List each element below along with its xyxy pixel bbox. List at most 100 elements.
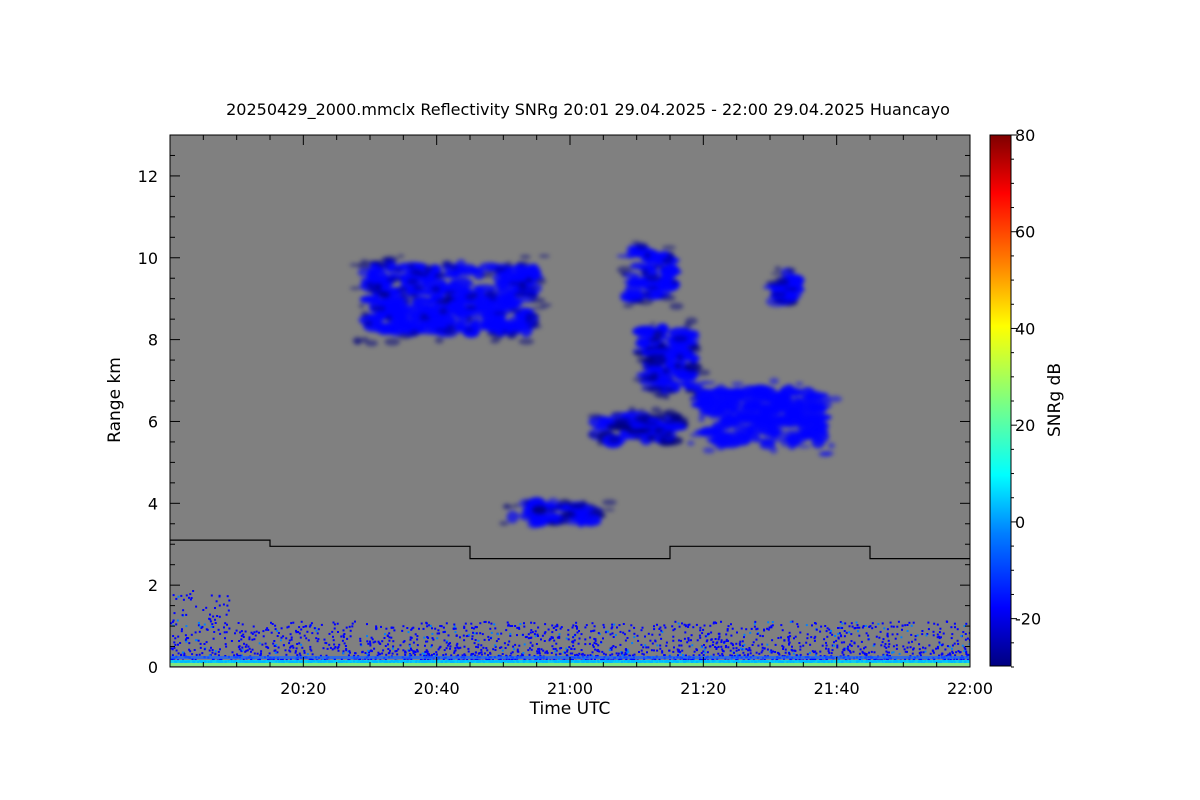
echo-blob <box>769 446 778 454</box>
clutter-pixel <box>477 639 480 642</box>
clutter-pixel <box>253 631 256 634</box>
clutter-pixel <box>950 637 953 640</box>
clutter-pixel <box>924 650 927 653</box>
clutter-pixel <box>187 637 190 640</box>
clutter-pixel <box>835 639 838 642</box>
echo-blob <box>731 415 739 423</box>
clutter-pixel <box>376 654 379 657</box>
clutter-pixel <box>683 658 686 661</box>
clutter-pixel <box>611 626 614 629</box>
clutter-pixel <box>659 647 662 650</box>
clutter-pixel <box>889 621 892 624</box>
echo-blob <box>580 499 587 506</box>
clutter-pixel <box>604 631 607 634</box>
clutter-pixel <box>310 649 313 652</box>
clutter-pixel <box>699 626 702 629</box>
clutter-pixel <box>821 644 824 647</box>
clutter-pixel <box>408 643 411 646</box>
clutter-pixel <box>509 625 512 627</box>
echo-blob <box>719 441 735 446</box>
clutter-pixel <box>412 641 415 644</box>
echo-blob <box>407 278 419 285</box>
clutter-pixel <box>891 633 894 636</box>
clutter-pixel <box>340 635 343 638</box>
clutter-pixel <box>774 643 777 646</box>
clutter-pixel <box>437 629 440 632</box>
clutter-pixel <box>535 643 538 645</box>
clutter-pixel <box>942 632 945 635</box>
clutter-pixel <box>455 634 458 637</box>
clutter-pixel <box>175 623 178 626</box>
clutter-pixel <box>429 625 432 627</box>
clutter-pixel <box>303 649 306 652</box>
clutter-pixel <box>687 637 690 640</box>
clutter-pixel <box>767 621 770 624</box>
clutter-pixel <box>518 626 520 629</box>
clutter-pixel <box>781 629 784 632</box>
echo-blob <box>731 381 744 387</box>
clutter-pixel <box>591 651 594 654</box>
clutter-pixel <box>672 639 675 642</box>
clutter-pixel <box>411 627 414 630</box>
clutter-pixel <box>789 620 792 623</box>
echo-blob <box>786 267 796 274</box>
clutter-pixel <box>407 631 410 634</box>
clutter-pixel <box>403 658 406 661</box>
echo-blob <box>808 404 828 411</box>
clutter-pixel <box>181 628 183 631</box>
clutter-pixel <box>266 627 269 630</box>
clutter-pixel <box>594 648 597 651</box>
clutter-pixel <box>730 642 733 645</box>
clutter-pixel <box>903 648 906 651</box>
clutter-pixel <box>828 651 831 654</box>
clutter-pixel <box>174 643 177 646</box>
clutter-pixel <box>390 626 393 629</box>
echo-blob <box>790 287 798 292</box>
clutter-pixel <box>859 648 862 651</box>
echo-blob <box>517 284 529 292</box>
clutter-pixel <box>575 625 578 627</box>
echo-blob <box>692 404 707 409</box>
clutter-pixel <box>171 658 174 661</box>
clutter-pixel <box>788 653 791 656</box>
clutter-pixel <box>276 635 279 637</box>
clutter-pixel <box>548 639 551 642</box>
clutter-pixel <box>342 634 345 637</box>
clutter-pixel <box>523 643 526 646</box>
clutter-pixel <box>908 621 911 624</box>
echo-blob <box>557 517 570 525</box>
clutter-pixel <box>704 651 707 654</box>
clutter-pixel <box>225 613 228 616</box>
clutter-pixel <box>921 630 924 632</box>
echo-blob <box>732 424 745 432</box>
clutter-pixel <box>576 627 578 630</box>
clutter-pixel <box>704 646 707 649</box>
clutter-pixel <box>276 651 279 654</box>
clutter-pixel <box>938 635 941 638</box>
echo-blob <box>468 266 481 274</box>
clutter-pixel <box>450 654 453 657</box>
clutter-pixel <box>354 620 356 623</box>
clutter-pixel <box>329 646 332 649</box>
echo-blob <box>740 407 751 412</box>
clutter-pixel <box>674 658 677 661</box>
clutter-pixel <box>937 647 939 650</box>
clutter-pixel <box>366 623 368 626</box>
clutter-pixel <box>604 653 607 656</box>
clutter-pixel <box>600 641 603 644</box>
echo-blob <box>811 436 825 449</box>
clutter-pixel <box>246 649 249 652</box>
clutter-pixel <box>297 631 300 633</box>
echo-blob <box>632 377 645 382</box>
clutter-pixel <box>856 626 859 629</box>
clutter-pixel <box>881 641 884 644</box>
clutter-pixel <box>333 643 336 646</box>
echo-blob <box>576 516 586 528</box>
clutter-pixel <box>228 599 231 602</box>
echo-cloud-lower-left <box>587 406 689 449</box>
clutter-pixel <box>416 648 419 651</box>
clutter-pixel <box>558 652 561 655</box>
clutter-pixel <box>555 642 558 645</box>
